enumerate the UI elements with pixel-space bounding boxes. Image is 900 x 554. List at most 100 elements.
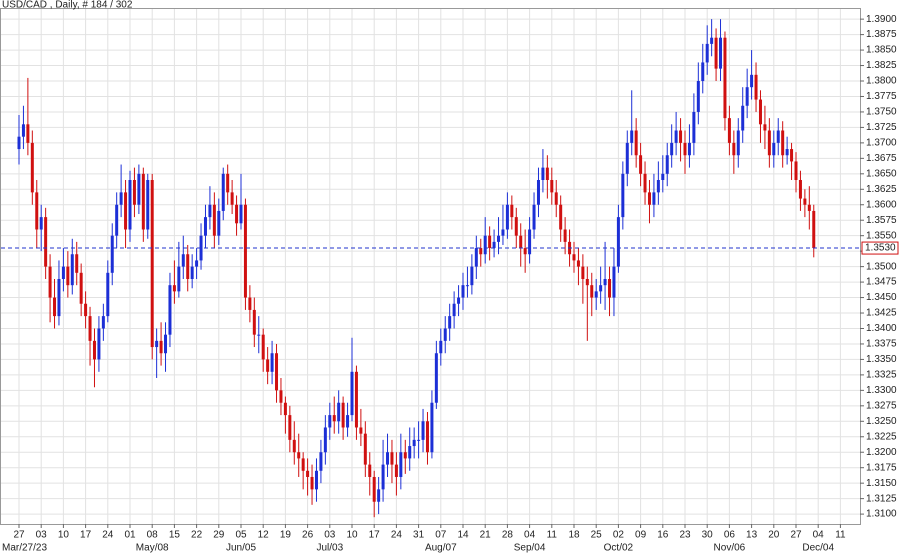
candle-body	[581, 266, 585, 279]
x-tick-label: 07	[435, 530, 447, 541]
month-label: Jun/05	[226, 543, 256, 554]
candle-body	[408, 446, 412, 459]
candle-body	[155, 340, 159, 348]
candle-body	[363, 433, 367, 465]
x-tick-label: 11	[835, 530, 846, 541]
candle-body	[732, 142, 736, 156]
candle-body	[532, 204, 536, 230]
candle-body	[559, 204, 563, 230]
candle-body	[217, 210, 221, 236]
candle-body	[541, 167, 545, 180]
candle-body	[252, 309, 256, 335]
candle-body	[275, 353, 279, 391]
candle-body	[115, 204, 119, 236]
candle-body	[146, 180, 150, 230]
candle-body	[235, 204, 239, 224]
candle-body	[501, 229, 505, 236]
y-tick-label: 1.3725	[866, 122, 897, 133]
candle-body	[576, 260, 580, 267]
candle-body	[439, 340, 443, 354]
month-label: Aug/07	[425, 543, 457, 554]
candle-body	[332, 415, 336, 422]
y-tick-label: 1.3300	[866, 385, 897, 396]
y-tick-label: 1.3550	[866, 230, 897, 241]
candle-body	[124, 192, 128, 230]
candle-body	[190, 266, 194, 279]
candle-body	[203, 217, 207, 236]
x-tick-label: 04	[813, 530, 825, 541]
candle-body	[417, 439, 421, 441]
x-tick-label: 12	[258, 530, 270, 541]
y-tick-label: 1.3350	[866, 354, 897, 365]
y-tick-label: 1.3850	[866, 45, 897, 56]
candle-body	[727, 118, 731, 143]
y-tick-label: 1.3475	[866, 277, 897, 288]
y-tick-label: 1.3800	[866, 76, 897, 87]
candle-body	[150, 180, 154, 348]
x-tick-label: 18	[568, 530, 580, 541]
candle-body	[159, 340, 163, 354]
candle-body	[181, 254, 185, 267]
month-label: Sep/04	[514, 543, 546, 554]
candle-body	[585, 278, 589, 286]
candle-body	[696, 81, 700, 112]
y-tick-label: 1.3700	[866, 138, 897, 149]
candle-body	[301, 458, 305, 471]
candle-body	[377, 489, 381, 502]
candle-body	[794, 161, 798, 180]
candle-body	[70, 254, 74, 286]
candle-body	[723, 37, 727, 119]
candle-body	[692, 111, 696, 143]
x-tick-label: 22	[191, 530, 203, 541]
x-tick-label: 11	[547, 530, 558, 541]
candle-body	[523, 248, 527, 255]
candle-body	[497, 235, 501, 242]
candle-body	[328, 415, 332, 428]
candle-body	[314, 470, 318, 490]
candle-body	[616, 217, 620, 267]
candle-body	[248, 297, 252, 310]
x-tick-label: 04	[524, 530, 536, 541]
y-tick-label: 1.3575	[866, 215, 897, 226]
y-tick-label: 1.3175	[866, 462, 897, 473]
candle-body	[261, 334, 265, 360]
candle-body	[53, 297, 57, 317]
candle-body	[243, 204, 247, 298]
candle-body	[266, 359, 270, 372]
x-tick-label: 13	[746, 530, 758, 541]
candle-body	[412, 439, 416, 447]
candle-body	[790, 149, 794, 162]
candle-body	[590, 285, 594, 298]
candle-body	[97, 328, 101, 360]
candle-body	[288, 415, 292, 440]
candle-body	[767, 130, 771, 156]
candle-body	[386, 452, 390, 465]
month-label: Nov/06	[714, 543, 746, 554]
candle-body	[528, 229, 532, 255]
candle-body	[310, 476, 314, 490]
y-tick-label: 1.3250	[866, 416, 897, 427]
x-tick-label: 15	[169, 530, 181, 541]
candle-body	[88, 316, 92, 341]
candle-body	[510, 204, 514, 218]
candle-body	[443, 328, 447, 341]
x-tick-label: 24	[102, 530, 114, 541]
x-tick-label: 29	[213, 530, 225, 541]
candle-body	[705, 43, 709, 63]
candle-body	[670, 142, 674, 156]
candle-body	[306, 470, 310, 477]
candle-body	[661, 173, 665, 180]
y-tick-label: 1.3150	[866, 478, 897, 489]
candle-body	[425, 421, 429, 453]
candle-body	[639, 155, 643, 174]
candle-body	[57, 278, 61, 317]
candle-body	[17, 136, 21, 150]
candle-body	[758, 99, 762, 125]
x-tick-label: 25	[591, 530, 603, 541]
y-tick-label: 1.3125	[866, 493, 897, 504]
candle-body	[394, 464, 398, 477]
candle-body	[643, 173, 647, 193]
x-tick-label: 05	[235, 530, 247, 541]
y-tick-label: 1.3500	[866, 261, 897, 272]
